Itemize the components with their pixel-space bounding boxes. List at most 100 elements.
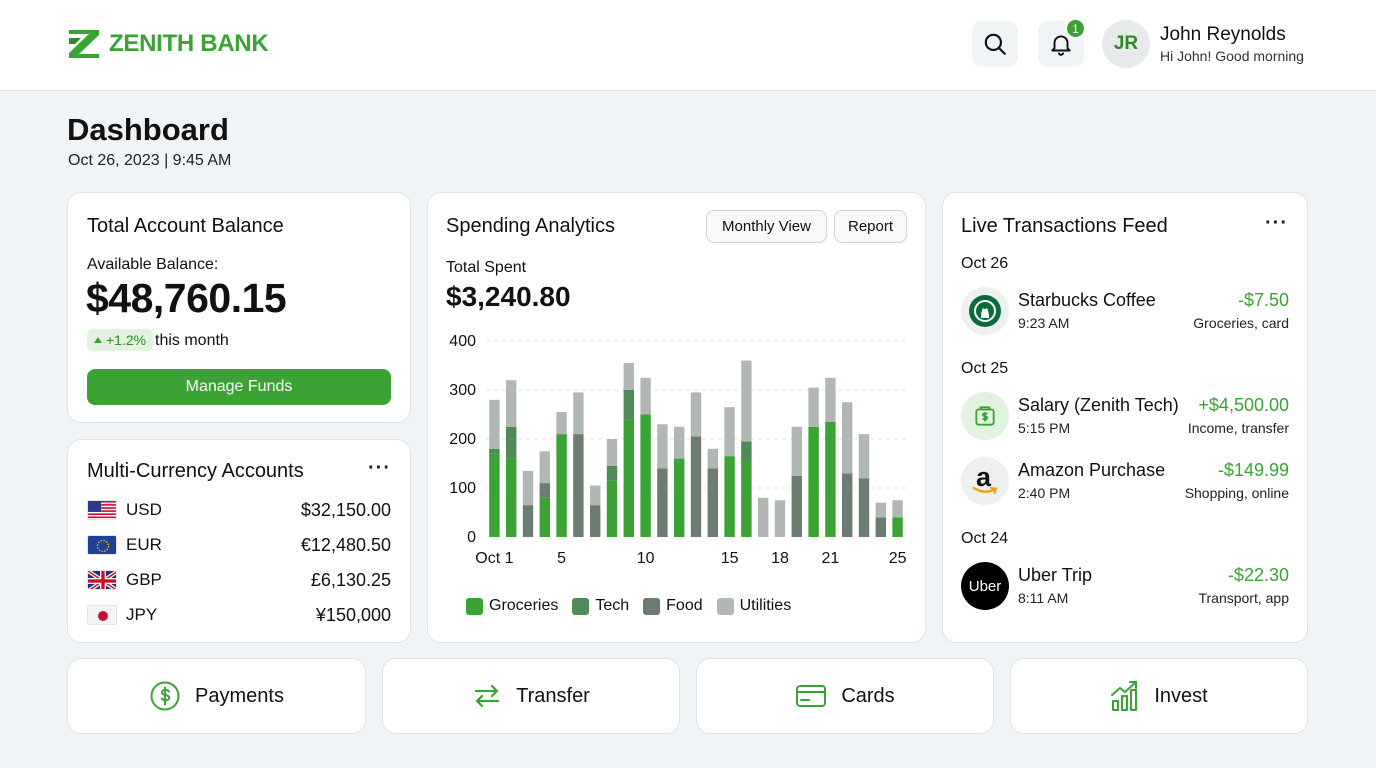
bar-segment-utilities[interactable] bbox=[657, 424, 668, 469]
bar-segment-food[interactable] bbox=[573, 434, 584, 537]
bar-segment-utilities[interactable] bbox=[573, 392, 584, 435]
eu-flag-icon bbox=[87, 535, 117, 555]
bar-segment-groceries[interactable] bbox=[606, 480, 618, 537]
legend-food[interactable]: Food bbox=[643, 597, 703, 615]
bar-segment-utilities[interactable] bbox=[539, 451, 551, 484]
bar-segment-groceries[interactable] bbox=[556, 434, 567, 537]
bar-segment-food[interactable] bbox=[657, 468, 668, 537]
bar-segment-food[interactable] bbox=[841, 473, 853, 537]
tx-amount: +$4,500.00 bbox=[1198, 395, 1289, 415]
bar-segment-utilities[interactable] bbox=[791, 426, 803, 476]
bar-segment-groceries[interactable] bbox=[892, 517, 903, 537]
bar-segment-tech[interactable] bbox=[505, 426, 517, 459]
bar-segment-utilities[interactable] bbox=[757, 497, 769, 537]
bar-segment-food[interactable] bbox=[522, 505, 534, 537]
bar-segment-groceries[interactable] bbox=[505, 458, 517, 537]
legend-tech[interactable]: Tech bbox=[572, 597, 629, 615]
bar-segment-groceries[interactable] bbox=[623, 419, 635, 537]
bar-segment-utilities[interactable] bbox=[808, 387, 819, 427]
bar-segment-utilities[interactable] bbox=[489, 399, 500, 449]
transfer-button[interactable]: Transfer bbox=[382, 658, 680, 734]
bar-segment-groceries[interactable] bbox=[640, 414, 651, 538]
bar-segment-utilities[interactable] bbox=[724, 407, 735, 457]
x-tick-label: 15 bbox=[721, 550, 739, 567]
analytics-card-title: Spending Analytics bbox=[446, 215, 616, 237]
bar-segment-utilities[interactable] bbox=[858, 434, 870, 479]
action-label: Payments bbox=[195, 684, 284, 707]
bar-segment-utilities[interactable] bbox=[841, 402, 853, 474]
bar-segment-utilities[interactable] bbox=[892, 500, 903, 518]
bar-segment-tech[interactable] bbox=[489, 448, 500, 454]
currency-row-jpy[interactable]: JPY ¥150,000 bbox=[87, 600, 391, 630]
monthly-view-button[interactable]: Monthly View bbox=[706, 210, 827, 243]
tx-category: Income, transfer bbox=[1187, 420, 1289, 436]
manage-funds-button[interactable]: Manage Funds bbox=[87, 369, 391, 405]
uber-logo-text: Uber bbox=[968, 577, 1002, 595]
currency-row-usd[interactable]: USD $32,150.00 bbox=[87, 495, 391, 525]
bar-segment-groceries[interactable] bbox=[489, 453, 500, 537]
x-tick-label: Oct 1 bbox=[475, 550, 513, 567]
currency-row-gbp[interactable]: GBP £6,130.25 bbox=[87, 565, 391, 595]
bar-segment-utilities[interactable] bbox=[522, 470, 534, 506]
bar-segment-food[interactable] bbox=[875, 517, 887, 537]
bar-segment-utilities[interactable] bbox=[774, 500, 786, 537]
feed-date: Oct 26 bbox=[961, 255, 1009, 272]
bar-segment-tech[interactable] bbox=[741, 441, 752, 462]
bar-segment-groceries[interactable] bbox=[825, 421, 836, 537]
bar-segment-food[interactable] bbox=[707, 468, 719, 537]
bar-segment-utilities[interactable] bbox=[606, 439, 618, 466]
bar-segment-utilities[interactable] bbox=[640, 377, 651, 415]
bar-segment-groceries[interactable] bbox=[673, 458, 685, 537]
bar-segment-food[interactable] bbox=[858, 478, 870, 537]
balance-change-badge: +1.2% bbox=[87, 329, 154, 351]
page-title: Dashboard bbox=[67, 112, 229, 147]
transactions-more-icon[interactable]: ··· bbox=[1265, 212, 1288, 234]
legend-label: Groceries bbox=[489, 597, 559, 614]
bar-segment-utilities[interactable] bbox=[875, 502, 887, 518]
bar-segment-utilities[interactable] bbox=[673, 426, 685, 459]
bar-segment-utilities[interactable] bbox=[556, 412, 567, 435]
bar-segment-food[interactable] bbox=[589, 505, 601, 537]
bar-segment-utilities[interactable] bbox=[707, 448, 719, 469]
y-tick-label: 100 bbox=[449, 480, 476, 497]
up-triangle-icon bbox=[94, 337, 102, 343]
brand-logo[interactable]: ZENITH BANK bbox=[67, 28, 269, 60]
search-button[interactable] bbox=[972, 21, 1018, 67]
bar-segment-utilities[interactable] bbox=[589, 485, 601, 506]
bar-segment-groceries[interactable] bbox=[741, 461, 752, 537]
cards-button[interactable]: Cards bbox=[696, 658, 994, 734]
total-spent-amount: $3,240.80 bbox=[446, 281, 571, 312]
bar-segment-tech[interactable] bbox=[623, 390, 635, 420]
report-button[interactable]: Report bbox=[834, 210, 907, 243]
bar-segment-tech[interactable] bbox=[606, 465, 618, 481]
legend-label: Tech bbox=[595, 597, 630, 614]
currency-row-eur[interactable]: EUR €12,480.50 bbox=[87, 530, 391, 560]
bar-segment-utilities[interactable] bbox=[741, 360, 752, 442]
legend-swatch bbox=[716, 597, 734, 615]
bar-segment-food[interactable] bbox=[539, 483, 551, 498]
bar-segment-food[interactable] bbox=[690, 436, 702, 537]
bar-segment-groceries[interactable] bbox=[539, 497, 551, 537]
legend-swatch bbox=[643, 597, 661, 615]
bar-segment-food[interactable] bbox=[791, 475, 803, 537]
bar-segment-utilities[interactable] bbox=[623, 363, 635, 390]
user-name: John Reynolds bbox=[1160, 24, 1286, 45]
bar-segment-utilities[interactable] bbox=[690, 392, 702, 437]
x-tick-label: 18 bbox=[771, 550, 789, 567]
bar-segment-groceries[interactable] bbox=[724, 456, 735, 537]
tx-category: Groceries, card bbox=[1193, 315, 1289, 331]
currency-more-icon[interactable]: ··· bbox=[368, 457, 391, 479]
zenith-logo-icon bbox=[69, 30, 99, 58]
bar-segment-groceries[interactable] bbox=[808, 426, 819, 537]
balance-card-title: Total Account Balance bbox=[87, 215, 284, 237]
tx-time: 5:15 PM bbox=[1018, 420, 1071, 436]
tx-category: Shopping, online bbox=[1184, 485, 1289, 501]
bar-segment-utilities[interactable] bbox=[505, 380, 517, 427]
y-tick-label: 300 bbox=[449, 382, 476, 399]
invest-button[interactable]: Invest bbox=[1010, 658, 1308, 734]
payments-button[interactable]: Payments bbox=[67, 658, 366, 734]
bar-segment-utilities[interactable] bbox=[825, 377, 836, 422]
legend-utilities[interactable]: Utilities bbox=[716, 597, 791, 615]
avatar[interactable]: JR bbox=[1102, 20, 1150, 68]
legend-groceries[interactable]: Groceries bbox=[466, 597, 558, 615]
